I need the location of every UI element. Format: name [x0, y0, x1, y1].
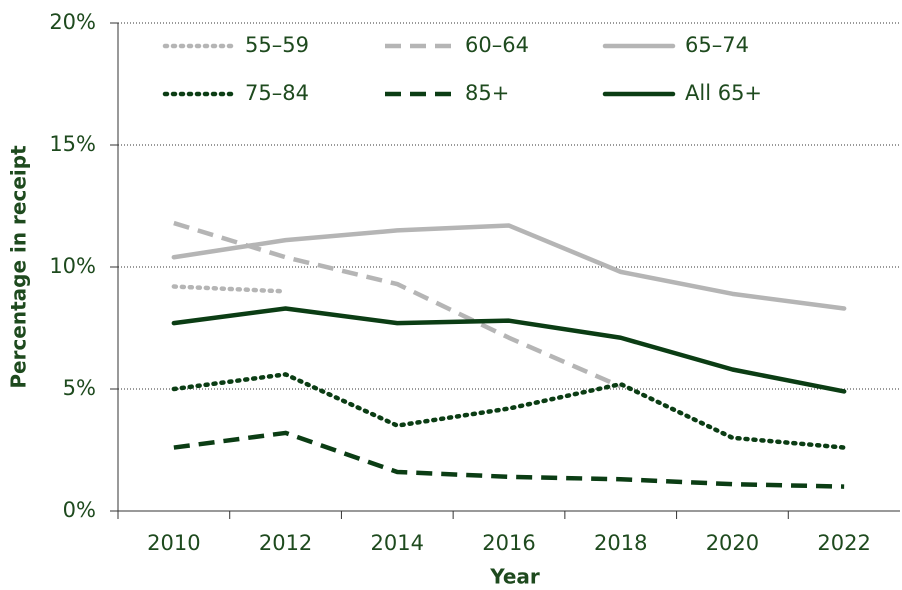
x-tick-label: 2010 [147, 531, 200, 555]
legend-label: 85+ [465, 81, 509, 105]
x-tick-label: 2018 [594, 531, 647, 555]
x-tick-label: 2020 [706, 531, 759, 555]
legend-label: 60–64 [465, 33, 529, 57]
x-tick-label: 2012 [259, 531, 312, 555]
y-tick-label: 20% [49, 10, 96, 34]
x-tick-label: 2022 [817, 531, 870, 555]
series-line [171, 306, 847, 394]
x-tick-label: 2016 [482, 531, 535, 555]
y-tick-label: 0% [63, 498, 96, 522]
y-tick-label: 15% [49, 132, 96, 156]
x-axis-title: Year [489, 565, 540, 589]
legend-label: All 65+ [685, 81, 762, 105]
series-line [173, 430, 845, 489]
y-tick-label: 10% [49, 254, 96, 278]
series-line [171, 223, 847, 311]
legend-label: 55–59 [245, 33, 309, 57]
legend-label: 65–74 [685, 33, 749, 57]
x-tick-label: 2014 [371, 531, 424, 555]
y-axis-title: Percentage in receipt [7, 145, 31, 389]
series-line [171, 284, 288, 294]
y-tick-label: 5% [63, 376, 96, 400]
legend-label: 75–84 [245, 81, 309, 105]
series-line [171, 372, 847, 450]
